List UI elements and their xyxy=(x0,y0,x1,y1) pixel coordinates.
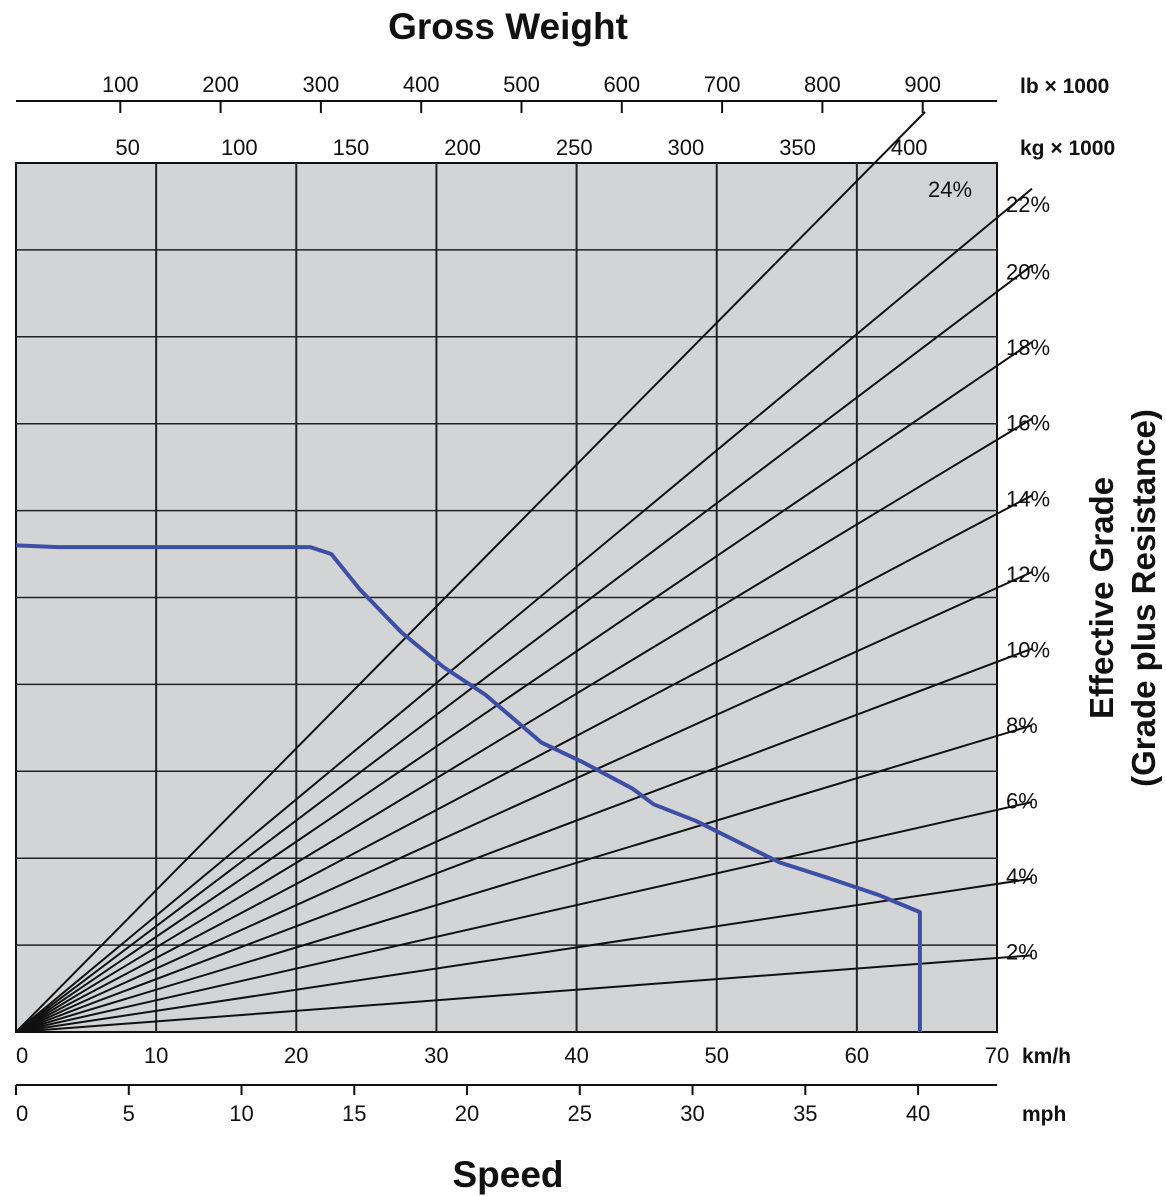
kmh-tick-label: 40 xyxy=(564,1043,588,1068)
top-axis-kg-unit: kg × 1000 xyxy=(1020,137,1115,160)
kg-tick-label: 250 xyxy=(556,135,593,160)
mph-tick-label: 10 xyxy=(229,1101,253,1126)
y-axis-title-line1: Effective Grade xyxy=(1083,477,1120,719)
top-axis-lb: 100 200 300 400 500 600 700 800 900 xyxy=(16,72,997,113)
bottom-axis-kmh-unit: km/h xyxy=(1022,1045,1071,1068)
grid xyxy=(16,163,997,1032)
grade-label: 24% xyxy=(928,177,972,202)
kg-tick-label: 350 xyxy=(779,135,816,160)
grade-line xyxy=(15,494,1033,1033)
grade-line xyxy=(15,341,1033,1033)
grade-line xyxy=(15,647,1033,1033)
mph-tick-label: 25 xyxy=(568,1101,592,1126)
grade-label: 10% xyxy=(1006,637,1050,662)
grade-line xyxy=(15,187,1033,1033)
kg-tick-label: 300 xyxy=(668,135,705,160)
rimpull-curve xyxy=(15,543,922,1032)
mph-tick-label: 5 xyxy=(123,1101,135,1126)
mph-tick-label: 0 xyxy=(16,1101,28,1126)
y-axis-title-line2: (Grade plus Resistance) xyxy=(1125,409,1162,787)
chart-title: Gross Weight xyxy=(388,6,628,47)
kg-tick-label: 100 xyxy=(221,135,258,160)
grade-line xyxy=(15,111,926,1033)
kg-tick-label: 50 xyxy=(115,135,139,160)
top-axis-lb-unit: lb × 1000 xyxy=(1020,75,1109,98)
bottom-axis-mph-unit: mph xyxy=(1022,1103,1066,1126)
grade-label: 2% xyxy=(1006,939,1038,964)
grade-label: 14% xyxy=(1006,486,1050,511)
mph-tick-label: 30 xyxy=(680,1101,704,1126)
kmh-tick-label: 50 xyxy=(704,1043,728,1068)
lb-tick-label: 300 xyxy=(303,72,340,97)
grade-label: 6% xyxy=(1006,788,1038,813)
grade-line xyxy=(15,724,1033,1033)
kmh-tick-label: 20 xyxy=(284,1043,308,1068)
lb-tick-label: 500 xyxy=(503,72,540,97)
lb-tick-label: 400 xyxy=(403,72,440,97)
grade-line xyxy=(15,264,1033,1033)
grade-line xyxy=(15,877,1033,1033)
kmh-tick-label: 0 xyxy=(16,1043,28,1068)
mph-tick-label: 20 xyxy=(455,1101,479,1126)
mph-tick-label: 15 xyxy=(342,1101,366,1126)
kg-tick-label: 200 xyxy=(444,135,481,160)
grade-label: 22% xyxy=(1006,192,1050,217)
kmh-tick-label: 10 xyxy=(144,1043,168,1068)
grade-label: 18% xyxy=(1006,335,1050,360)
lb-tick-label: 200 xyxy=(202,72,239,97)
grade-lines: 2% 4% 6% 8% 10% 12% 14% 16% 18% 20% 22% 24% xyxy=(15,111,1050,1033)
grade-label: 12% xyxy=(1006,562,1050,587)
x-axis-title: Speed xyxy=(452,1154,563,1195)
lb-tick-label: 100 xyxy=(102,72,139,97)
lb-tick-label: 600 xyxy=(603,72,640,97)
grade-label: 16% xyxy=(1006,411,1050,436)
lb-tick-label: 800 xyxy=(804,72,841,97)
kmh-tick-label: 60 xyxy=(845,1043,869,1068)
lb-tick-label: 900 xyxy=(904,72,941,97)
grade-line xyxy=(15,801,1033,1033)
kmh-tick-label: 30 xyxy=(424,1043,448,1068)
kg-tick-label: 400 xyxy=(891,135,928,160)
grade-line xyxy=(15,954,1033,1033)
grade-label: 20% xyxy=(1006,260,1050,285)
mph-tick-label: 40 xyxy=(906,1101,930,1126)
grade-label: 8% xyxy=(1006,713,1038,738)
grade-line xyxy=(15,571,1033,1033)
grade-label: 4% xyxy=(1006,864,1038,889)
kmh-tick-label: 70 xyxy=(985,1043,1009,1068)
kg-tick-label: 150 xyxy=(333,135,370,160)
bottom-axis-mph: 0 5 10 15 20 25 30 35 40 xyxy=(15,1084,997,1126)
mph-tick-label: 35 xyxy=(793,1101,817,1126)
bottom-axis-kmh: 0 10 20 30 40 50 60 70 xyxy=(16,1043,1009,1068)
lb-tick-label: 700 xyxy=(704,72,741,97)
